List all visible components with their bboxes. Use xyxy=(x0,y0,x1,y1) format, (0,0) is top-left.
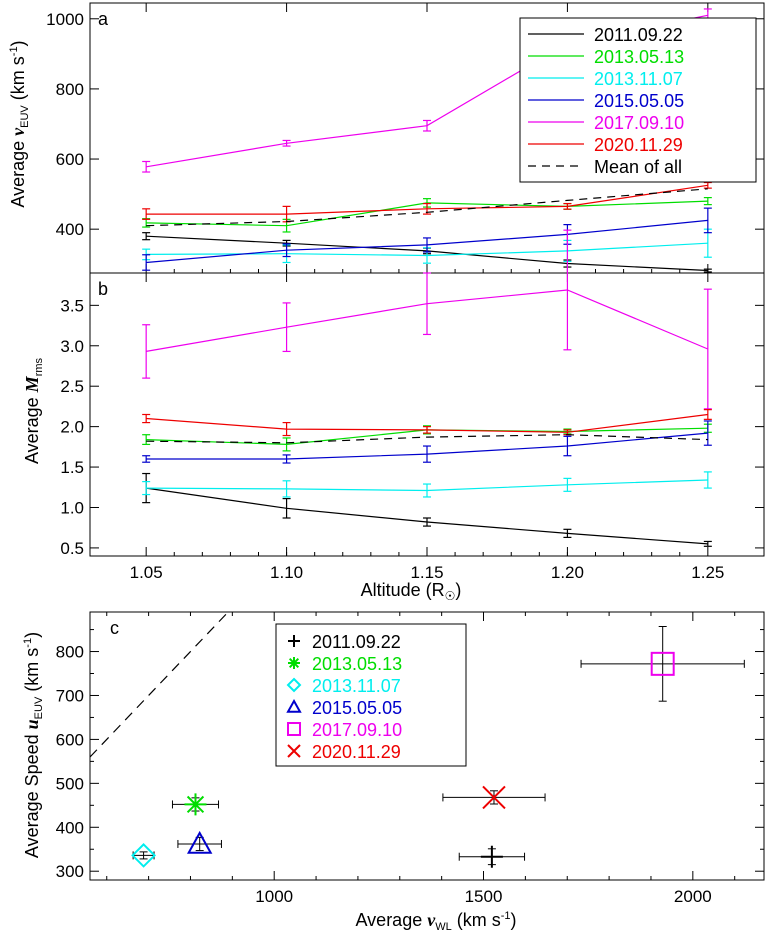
panel-b-xtick-label: 1.05 xyxy=(130,563,163,582)
panel-c-frame xyxy=(89,611,765,881)
legend-label-mean-of-all: Mean of all xyxy=(594,157,682,177)
panel-c-ytick-label: 600 xyxy=(56,730,84,749)
panel-b-ytick-label: 3.5 xyxy=(60,296,84,315)
panel-c-letter: c xyxy=(110,618,119,638)
panel-b-xtick-label: 1.10 xyxy=(270,563,303,582)
panel-c-ytick-label: 700 xyxy=(56,686,84,705)
panel-c-point-2017-09-10 xyxy=(650,651,675,676)
panel-c-legend-label-2013-11-07: 2013.11.07 xyxy=(312,676,401,696)
panel-c-xtick-label: 1000 xyxy=(255,887,293,906)
panel-c-ytick-label: 300 xyxy=(56,862,84,881)
panel-b-series-mean-of-all xyxy=(146,434,708,444)
panel-c-ytick-label: 500 xyxy=(56,774,84,793)
panel-c-legend-marker-2011-09-22 xyxy=(288,635,300,647)
panel-a-ytick-label: 600 xyxy=(56,150,84,169)
panel-b-ytick-label: 2.0 xyxy=(60,418,84,437)
panel-b-letter: b xyxy=(98,279,108,299)
panel-a-ytick-label: 400 xyxy=(56,220,84,239)
panel-c-legend-marker-2013-11-07 xyxy=(286,677,302,693)
legend-label-2013-11-07: 2013.11.07 xyxy=(594,69,683,89)
legend-label-2020-11-29: 2020.11.29 xyxy=(594,135,683,155)
panel-c-legend-label-2020-11-29: 2020.11.29 xyxy=(312,742,401,762)
panel-c-ytick-label: 800 xyxy=(56,643,84,662)
panel-c-legend-box xyxy=(275,623,467,767)
panel-c-point-2015-05-05 xyxy=(186,830,213,854)
panel-a-ytick-label: 1000 xyxy=(46,10,84,29)
panel-b-ytick-label: 0.5 xyxy=(60,539,84,558)
panel-a-letter: a xyxy=(98,9,109,29)
legend-label-2015-05-05: 2015.05.05 xyxy=(594,91,684,111)
panel-c-point-2013-11-07 xyxy=(131,842,156,868)
panel-b: 0.5 1.0 1.5 2.0 2.5 3.0 3.5 1.05 1.10 1.15 1.20 1.2… xyxy=(60,229,765,582)
panel-c-legend-label-2013-05-13: 2013.05.13 xyxy=(312,654,402,674)
panel-c-xlabel: Average vWL (km s-1) xyxy=(356,910,517,933)
panel-c-xtick-label: 1500 xyxy=(465,887,503,906)
panel-c-point-2020-11-29 xyxy=(482,785,506,810)
panel-a-ytick-label: 800 xyxy=(56,80,84,99)
panel-b-ytick-label: 1.0 xyxy=(60,498,84,517)
panel-c-legend-label-2017-09-10: 2017.09.10 xyxy=(312,720,402,740)
panel-b-ytick-label: 2.5 xyxy=(60,377,84,396)
panel-c-legend-label-2011-09-22: 2011.09.22 xyxy=(312,632,401,652)
panel-b-ytick-label: 3.0 xyxy=(60,337,84,356)
panel-b-ytick-label: 1.5 xyxy=(60,458,84,477)
panel-a-ylabel: Average vEUV (km s-1) xyxy=(8,40,31,207)
panel-c-legend-marker-2020-11-29 xyxy=(287,744,301,758)
panel-c-point-2011-09-22 xyxy=(480,845,503,868)
panel-c-legend-label-2015-05-05: 2015.05.05 xyxy=(312,698,402,718)
panel-b-xtick-label: 1.20 xyxy=(551,563,584,582)
legend-label-2017-09-10: 2017.09.10 xyxy=(594,113,684,133)
legend-label-2011-09-22: 2011.09.22 xyxy=(594,25,683,45)
panel-c-ytick-label: 400 xyxy=(56,818,84,837)
panel-b-xtick-label: 1.15 xyxy=(410,563,443,582)
panel-a: 400 600 800 1000 a 2011.09.222013.05.132013.1… xyxy=(46,2,765,274)
panel-b-xtick-label: 1.25 xyxy=(691,563,724,582)
panel-a-series-mean-of-all xyxy=(146,188,708,227)
panel-c-ylabel: Average Speed uEUV (km s-1) xyxy=(22,632,45,858)
panel-c-xtick-label: 2000 xyxy=(674,887,712,906)
legend-label-2013-05-13: 2013.05.13 xyxy=(594,47,684,67)
panel-c-point-2013-05-13 xyxy=(184,793,207,816)
panel-b-ylabel: Average Mrms xyxy=(22,357,45,464)
panel-c: 300 400 500 600 700 800 1000 1500 2000 c 2011.09.2… xyxy=(56,611,765,906)
panel-c-legend-marker-2015-05-05 xyxy=(286,698,302,713)
panel-c-legend-marker-2013-05-13 xyxy=(288,657,300,669)
panel-c-legend-marker-2017-09-10 xyxy=(287,722,301,736)
panel-b-xlabel: Altitude (R☉) xyxy=(361,580,462,603)
